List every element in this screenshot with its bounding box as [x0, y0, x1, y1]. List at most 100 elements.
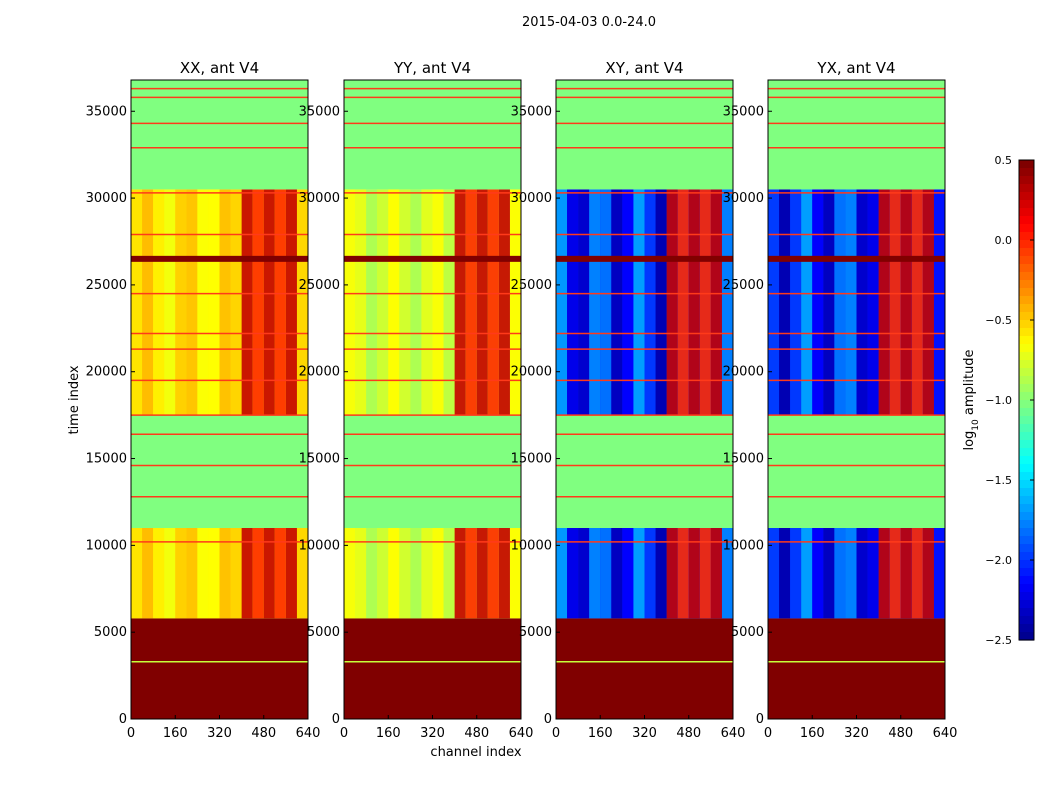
- segment-flat: [344, 415, 521, 528]
- rfi-band: [666, 527, 678, 619]
- colorbar-swatch: [1019, 488, 1034, 497]
- colorbar-tick-label: −1.5: [985, 474, 1012, 487]
- channel-stripe: [131, 189, 143, 416]
- channel-stripe: [856, 189, 868, 416]
- segment-flat: [131, 415, 308, 528]
- rfi-band: [498, 189, 510, 416]
- colorbar-swatch: [1019, 408, 1034, 417]
- channel-stripe: [509, 527, 521, 619]
- colorbar-swatch: [1019, 624, 1034, 633]
- colorbar-swatch: [1019, 568, 1034, 577]
- heatmap-image: [344, 80, 521, 719]
- colorbar-tick-label: −0.5: [985, 314, 1012, 327]
- channel-stripe: [186, 189, 198, 416]
- channel-stripe: [344, 189, 356, 416]
- x-tick-label: 480: [464, 726, 489, 741]
- channel-stripe: [399, 189, 411, 416]
- rfi-band: [498, 527, 510, 619]
- channel-stripe: [410, 189, 422, 416]
- channel-stripe: [175, 189, 187, 416]
- colorbar-swatch: [1019, 384, 1034, 393]
- colorbar-swatch: [1019, 400, 1034, 409]
- colorbar-swatch: [1019, 432, 1034, 441]
- colorbar-swatch: [1019, 536, 1034, 545]
- channel-stripe: [296, 189, 308, 416]
- rfi-band: [454, 189, 466, 416]
- colorbar-swatch: [1019, 264, 1034, 273]
- colorbar-swatch: [1019, 328, 1034, 337]
- channel-stripe: [600, 527, 612, 619]
- rfi-band: [285, 189, 297, 416]
- colorbar-swatch: [1019, 288, 1034, 297]
- channel-stripe: [296, 527, 308, 619]
- colorbar-swatch: [1019, 312, 1034, 321]
- colorbar-swatch: [1019, 304, 1034, 313]
- rfi-band: [465, 189, 477, 416]
- channel-stripe: [622, 527, 634, 619]
- rfi-band: [889, 527, 901, 619]
- y-tick-label: 30000: [723, 191, 764, 206]
- channel-stripe: [779, 527, 791, 619]
- colorbar-swatch: [1019, 520, 1034, 529]
- channel-stripe: [421, 527, 433, 619]
- y-tick-label: 30000: [86, 191, 127, 206]
- channel-stripe: [219, 527, 231, 619]
- channel-stripe: [655, 527, 667, 619]
- colorbar-tick-label: −2.5: [985, 634, 1012, 647]
- rfi-band: [878, 189, 890, 416]
- channel-stripe: [834, 189, 846, 416]
- channel-stripe: [208, 527, 220, 619]
- y-tick-label: 35000: [511, 104, 552, 119]
- heatmap-image: [131, 80, 308, 719]
- channel-stripe: [578, 527, 590, 619]
- x-tick-label: 0: [127, 726, 135, 741]
- rfi-band: [900, 527, 912, 619]
- y-tick-label: 30000: [299, 191, 340, 206]
- channel-stripe: [556, 527, 568, 619]
- y-tick-label: 35000: [723, 104, 764, 119]
- rfi-band: [252, 189, 264, 416]
- panel-title: XY, ant V4: [605, 59, 683, 77]
- rfi-band: [285, 527, 297, 619]
- segment-saturated: [131, 618, 308, 719]
- rfi-band: [900, 189, 912, 416]
- channel-stripe: [556, 189, 568, 416]
- channel-stripe: [153, 189, 165, 416]
- colorbar-tick-label: −1.0: [985, 394, 1012, 407]
- colorbar-swatch: [1019, 352, 1034, 361]
- y-tick-label: 25000: [723, 278, 764, 293]
- y-tick-label: 25000: [86, 278, 127, 293]
- colorbar-swatch: [1019, 336, 1034, 345]
- colorbar-swatch: [1019, 424, 1034, 433]
- channel-stripe: [721, 527, 733, 619]
- rfi-band: [889, 189, 901, 416]
- channel-stripe: [567, 527, 579, 619]
- rfi-band: [688, 527, 700, 619]
- channel-stripe: [443, 189, 455, 416]
- channel-stripe: [432, 189, 444, 416]
- rfi-band: [699, 527, 711, 619]
- x-tick-label: 160: [163, 726, 188, 741]
- rfi-band: [699, 189, 711, 416]
- colorbar-swatch: [1019, 448, 1034, 457]
- channel-stripe: [779, 189, 791, 416]
- x-tick-label: 0: [552, 726, 560, 741]
- colorbar-swatch: [1019, 232, 1034, 241]
- x-tick-label: 480: [888, 726, 913, 741]
- panel-title: XX, ant V4: [180, 59, 259, 77]
- colorbar-swatch: [1019, 440, 1034, 449]
- x-tick-label: 160: [800, 726, 825, 741]
- figure-title: 2015-04-03 0.0-24.0: [522, 15, 656, 30]
- channel-stripe: [432, 527, 444, 619]
- rfi-band: [476, 527, 488, 619]
- colorbar-swatch: [1019, 416, 1034, 425]
- y-tick-label: 5000: [519, 625, 552, 640]
- segment-flat: [344, 80, 521, 190]
- colorbar-swatch: [1019, 552, 1034, 561]
- x-tick-label: 640: [509, 726, 534, 741]
- channel-stripe: [611, 189, 623, 416]
- colorbar-swatch: [1019, 184, 1034, 193]
- rfi-band: [487, 527, 499, 619]
- channel-stripe: [790, 527, 802, 619]
- channel-stripe: [721, 189, 733, 416]
